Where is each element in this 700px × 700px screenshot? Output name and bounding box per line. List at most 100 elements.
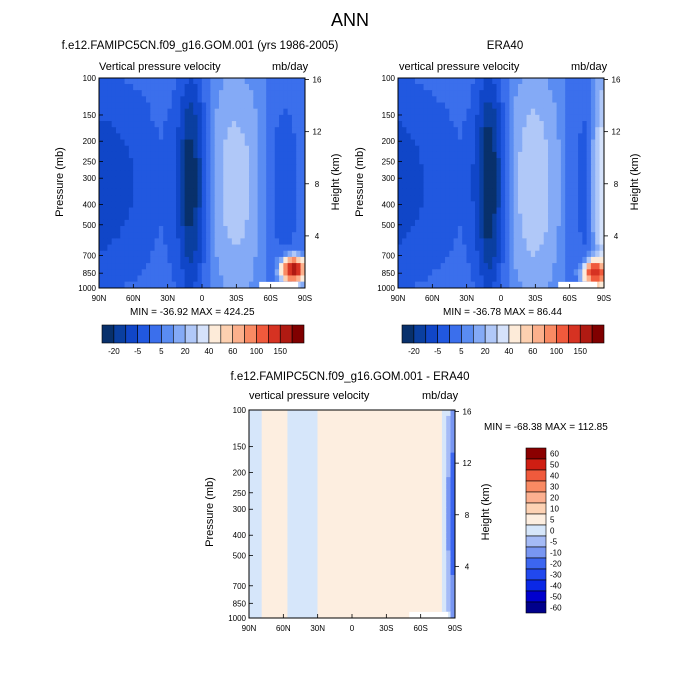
contour-cell: [244, 238, 250, 246]
contour-cell: [146, 244, 151, 252]
contour-cell: [291, 256, 297, 264]
contour-cell: [492, 182, 498, 190]
contour-cell: [240, 219, 246, 227]
contour-cell: [253, 83, 259, 91]
contour-cell: [313, 556, 319, 564]
contour-cell: [330, 532, 336, 539]
colorbar-label: 60: [228, 347, 237, 356]
contour-cell: [513, 226, 519, 233]
contour-cell: [487, 201, 493, 209]
colorbar-box: [461, 324, 474, 344]
contour-cell: [257, 495, 263, 503]
contour-cell: [427, 108, 433, 116]
contour-cell: [420, 477, 426, 484]
contour-cell: [115, 207, 121, 215]
contour-cell: [595, 133, 601, 141]
contour-cell: [513, 158, 519, 165]
y-tick-label: 100: [382, 74, 396, 83]
contour-cell: [522, 238, 528, 246]
contour-cell: [184, 244, 190, 252]
contour-cell: [509, 158, 515, 165]
contour-cell: [236, 250, 242, 258]
contour-cell: [351, 550, 357, 558]
contour-cell: [141, 188, 147, 196]
contour-cell: [240, 96, 246, 104]
contour-cell: [440, 201, 446, 209]
contour-cell: [475, 269, 480, 277]
contour-cell: [227, 188, 233, 196]
contour-cell: [120, 275, 126, 283]
contour-cell: [414, 83, 420, 91]
contour-cell: [270, 108, 276, 116]
contour-cell: [343, 568, 349, 576]
contour-cell: [223, 139, 229, 147]
contour-cell: [373, 513, 379, 521]
contour-cell: [487, 164, 493, 172]
contour-cell: [291, 145, 297, 153]
contour-cell: [543, 238, 549, 246]
contour-cell: [201, 188, 207, 196]
contour-cell: [124, 232, 130, 239]
contour-cell: [270, 238, 276, 246]
contour-cell: [368, 593, 374, 601]
contour-cell: [377, 605, 383, 613]
contour-cell: [595, 269, 601, 277]
contour-cell: [496, 83, 502, 91]
contour-cell: [470, 90, 476, 97]
contour-cell: [167, 121, 173, 128]
contour-cell: [231, 232, 237, 239]
contour-cell: [509, 83, 515, 91]
contour-cell: [111, 256, 117, 264]
contour-cell: [440, 114, 446, 122]
contour-cell: [411, 428, 417, 435]
contour-cell: [535, 121, 541, 128]
contour-cell: [416, 513, 422, 521]
contour-cell: [141, 114, 147, 122]
contour-cell: [261, 562, 267, 570]
contour-cell: [154, 121, 160, 128]
contour-cell: [257, 77, 263, 85]
contour-cell: [326, 489, 331, 497]
contour-cell: [308, 599, 314, 607]
contour-cell: [582, 238, 588, 246]
contour-cell: [141, 250, 147, 258]
contour-cell: [399, 495, 404, 503]
contour-cell: [475, 164, 480, 172]
contour-cell: [274, 170, 280, 178]
contour-cell: [414, 121, 420, 128]
contour-cell: [334, 446, 340, 454]
contour-cell: [427, 133, 433, 141]
panel2-right-label: mb/day: [571, 61, 608, 73]
contour-cell: [569, 170, 575, 178]
contour-cell: [539, 96, 545, 104]
contour-cell: [437, 501, 443, 509]
contour-cell: [539, 176, 545, 184]
contour-cell: [167, 108, 173, 116]
contour-cell: [321, 507, 327, 515]
contour-cell: [522, 281, 528, 289]
contour-cell: [244, 269, 250, 277]
contour-cell: [429, 422, 434, 429]
contour-cell: [266, 108, 272, 116]
contour-cell: [543, 127, 549, 134]
contour-cell: [394, 415, 400, 423]
contour-cell: [154, 195, 160, 202]
contour-cell: [513, 250, 519, 258]
masked-region: [259, 281, 299, 288]
contour-cell: [394, 587, 400, 594]
contour-cell: [236, 201, 242, 209]
contour-cell: [124, 269, 130, 277]
contour-cell: [475, 188, 480, 196]
contour-cell: [261, 483, 267, 490]
contour-cell: [590, 188, 596, 196]
contour-cell: [449, 139, 455, 147]
contour-cell: [402, 269, 407, 277]
contour-cell: [410, 281, 416, 289]
contour-cell: [150, 158, 156, 165]
contour-cell: [274, 440, 280, 448]
contour-cell: [257, 238, 263, 246]
contour-cell: [227, 256, 233, 264]
contour-cell: [278, 434, 284, 441]
contour-cell: [419, 133, 425, 141]
contour-cell: [176, 139, 181, 147]
